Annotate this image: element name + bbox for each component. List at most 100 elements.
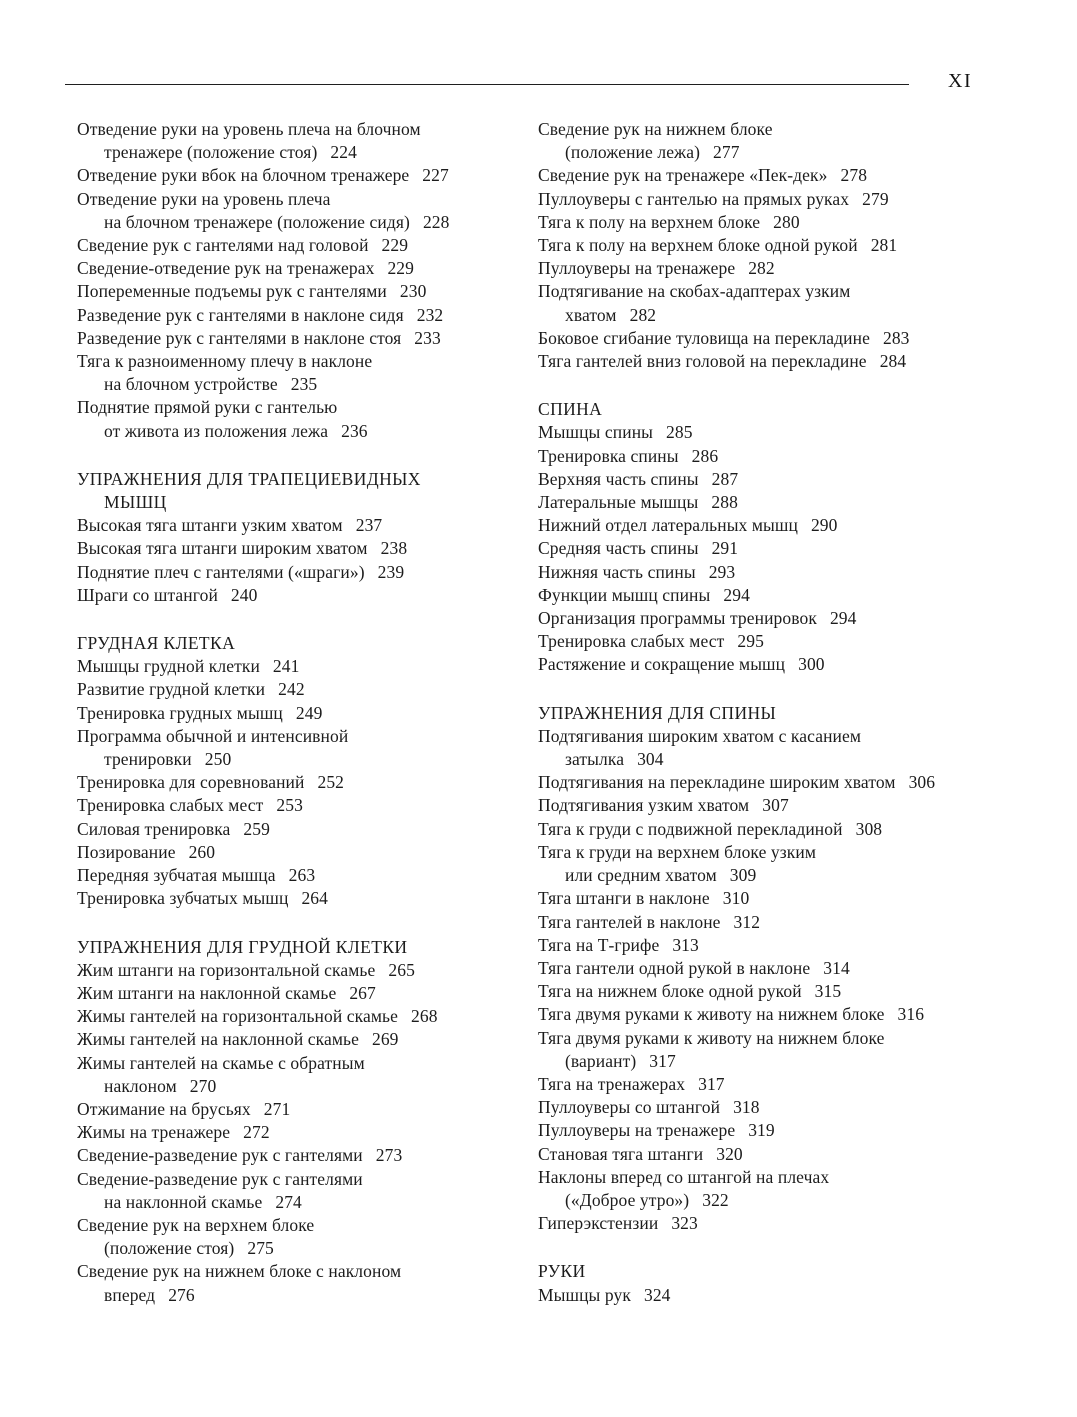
entry-title-text: Тяга к разноименному плечу в наклоне (77, 351, 373, 372)
entry-page-number: 323 (671, 1213, 698, 1234)
entry-title-text: Функции мышц спины (538, 584, 711, 605)
entry-page-number: 279 (862, 188, 889, 209)
toc-entry: Сведение-разведение рук с гантелями 273 (77, 1144, 538, 1167)
entry-title-line: на блочном устройстве 235 (77, 373, 538, 396)
entry-title-line: Сведение рук на верхнем блоке (77, 1214, 538, 1237)
entry-page-number: 237 (355, 515, 383, 536)
entry-title-line: тренажере (положение стоя) 224 (77, 141, 538, 164)
toc-column-left: Отведение руки на уровень плеча на блочн… (77, 118, 538, 1307)
section-title-line: УПРАЖНЕНИЯ ДЛЯ ТРАПЕЦИЕВИДНЫХ (77, 468, 538, 491)
entry-page-number: 310 (722, 888, 750, 909)
toc-entry: Поднятие прямой руки с гантелью от живота… (77, 396, 538, 442)
entry-title-line: Жимы на тренажере 272 (77, 1121, 538, 1144)
entry-title-text: Гиперэкстензии (538, 1213, 659, 1234)
entry-title-text: Сведение рук с гантелями над головой (77, 235, 369, 256)
entry-page-number: 238 (380, 538, 408, 559)
entry-title-text: Тяга двумя руками к животу на нижнем бло… (538, 1027, 885, 1048)
section-title-line: ГРУДНАЯ КЛЕТКА (77, 632, 538, 655)
entry-title-text: Жимы на тренажере (77, 1122, 231, 1143)
entry-title-text: («Доброе утро») (565, 1189, 690, 1210)
toc-section-heading: УПРАЖНЕНИЯ ДЛЯ ТРАПЕЦИЕВИДНЫХ МЫШЦ (77, 468, 538, 514)
entry-title-line: Отведение руки на уровень плеча (77, 188, 538, 211)
section-title-text: РУКИ (538, 1261, 586, 1282)
entry-title-text: Сведение рук на верхнем блоке (77, 1214, 315, 1235)
entry-page-number: 227 (422, 165, 449, 186)
entry-page-number: 320 (716, 1143, 743, 1164)
entry-title-text: Тяга к груди с подвижной перекладиной (538, 818, 843, 839)
toc-entry: Боковое сгибание туловища на перекладине… (538, 327, 1008, 350)
entry-title-line: Позирование 260 (77, 841, 538, 864)
toc-entry: Развитие грудной клетки 242 (77, 678, 538, 701)
entry-title-text: Попеременные подъемы рук с гантелями (77, 281, 387, 302)
toc-entry: Жимы гантелей на горизонтальной скамье 26… (77, 1005, 538, 1028)
entry-title-line: Тяга к полу на верхнем блоке 280 (538, 211, 1008, 234)
entry-title-text: Наклоны вперед со штангой на плечах (538, 1166, 830, 1187)
entry-title-line: Подтягивания узким хватом 307 (538, 794, 1008, 817)
entry-title-text: вперед (104, 1284, 156, 1305)
entry-page-number: 272 (243, 1122, 270, 1143)
entry-title-text: Подтягивания узким хватом (538, 795, 750, 816)
entry-page-number: 277 (713, 142, 740, 163)
toc-entry: Наклоны вперед со штангой на плечах («Доб… (538, 1166, 1008, 1212)
entry-title-text: Жимы гантелей на горизонтальной скамье (77, 1006, 399, 1027)
entry-title-line: Тяга на нижнем блоке одной рукой 315 (538, 980, 1008, 1003)
entry-title-text: Подтягивания на перекладине широким хват… (538, 772, 896, 793)
entry-page-number: 274 (275, 1191, 302, 1212)
entry-title-line: Сведение-разведение рук с гантелями (77, 1168, 538, 1191)
entry-page-number: 240 (230, 584, 258, 605)
entry-title-line: Мышцы грудной клетки 241 (77, 655, 538, 678)
entry-page-number: 317 (698, 1073, 725, 1094)
entry-title-line: Тренировка грудных мышц 249 (77, 702, 538, 725)
toc-entry: Тяга к груди с подвижной перекладиной 308 (538, 818, 1008, 841)
toc-entry: Тренировка зубчатых мышц 264 (77, 887, 538, 910)
entry-title-text: на блочном тренажере (положение сидя) (104, 211, 410, 232)
entry-page-number: 309 (729, 865, 757, 886)
entry-title-line: Тренировка для соревнований 252 (77, 771, 538, 794)
table-of-contents: Отведение руки на уровень плеча на блочн… (77, 118, 1037, 1307)
section-title-line: УПРАЖНЕНИЯ ДЛЯ СПИНЫ (538, 702, 1008, 725)
entry-page-number: 263 (288, 865, 316, 886)
entry-title-line: от живота из положения лежа 236 (77, 420, 538, 443)
entry-title-line: Поднятие прямой руки с гантелью (77, 396, 538, 419)
toc-entry: Подтягивания на перекладине широким хват… (538, 771, 1008, 794)
entry-title-text: Высокая тяга штанги узким хватом (77, 515, 343, 536)
toc-entry: Жимы на тренажере 272 (77, 1121, 538, 1144)
entry-page-number: 290 (810, 515, 838, 536)
entry-title-line: Пуллоуверы с гантелью на прямых руках 279 (538, 188, 1008, 211)
entry-title-line: Передняя зубчатая мышца 263 (77, 864, 538, 887)
entry-title-line: Шраги со штангой 240 (77, 584, 538, 607)
entry-page-number: 282 (748, 258, 775, 279)
toc-entry: Тренировка слабых мест 295 (538, 630, 1008, 653)
entry-title-text: Тяга штанги в наклоне (538, 888, 710, 909)
toc-entry: Тяга штанги в наклоне 310 (538, 887, 1008, 910)
entry-title-line: Сведение рук на тренажере «Пек-дек» 278 (538, 164, 1008, 187)
toc-entry: Жимы гантелей на скамье с обратным наклон… (77, 1052, 538, 1098)
entry-title-line: Отведение руки вбок на блочном тренажере… (77, 164, 538, 187)
entry-title-line: Отведение руки на уровень плеча на блочн… (77, 118, 538, 141)
entry-title-text: Отведение руки вбок на блочном тренажере (77, 165, 410, 186)
entry-title-line: вперед 276 (77, 1284, 538, 1307)
toc-entry: Нижняя часть спины 293 (538, 561, 1008, 584)
entry-title-line: Разведение рук с гантелями в наклоне сид… (77, 304, 538, 327)
entry-title-line: Средняя часть спины 291 (538, 537, 1008, 560)
entry-title-line: Тяга на тренажерах 317 (538, 1073, 1008, 1096)
entry-page-number: 308 (855, 818, 883, 839)
toc-section-heading: РУКИ (538, 1260, 1008, 1283)
entry-page-number: 271 (263, 1098, 291, 1119)
toc-entry: Гиперэкстензии 323 (538, 1212, 1008, 1235)
entry-page-number: 307 (762, 795, 789, 816)
entry-title-line: Жим штанги на наклонной скамье 267 (77, 982, 538, 1005)
entry-title-text: Программа обычной и интенсивной (77, 725, 349, 746)
entry-title-line: Нижний отдел латеральных мышц 290 (538, 514, 1008, 537)
entry-page-number: 286 (691, 445, 719, 466)
toc-entry: Подтягивание на скобах-адаптерах узким хв… (538, 280, 1008, 326)
entry-title-text: Сведение рук на нижнем блоке (538, 119, 773, 139)
toc-entry: Мышцы рук 324 (538, 1284, 1008, 1307)
entry-title-line: Растяжение и сокращение мышц 300 (538, 653, 1008, 676)
entry-page-number: 314 (823, 957, 850, 978)
toc-entry: Пуллоуверы на тренажере 319 (538, 1119, 1008, 1142)
entry-title-text: Тренировка слабых мест (77, 795, 264, 816)
entry-title-text: Жимы гантелей на наклонной скамье (77, 1029, 359, 1050)
entry-title-text: Тяга гантелей в наклоне (538, 911, 721, 932)
entry-title-line: Тренировка слабых мест 295 (538, 630, 1008, 653)
